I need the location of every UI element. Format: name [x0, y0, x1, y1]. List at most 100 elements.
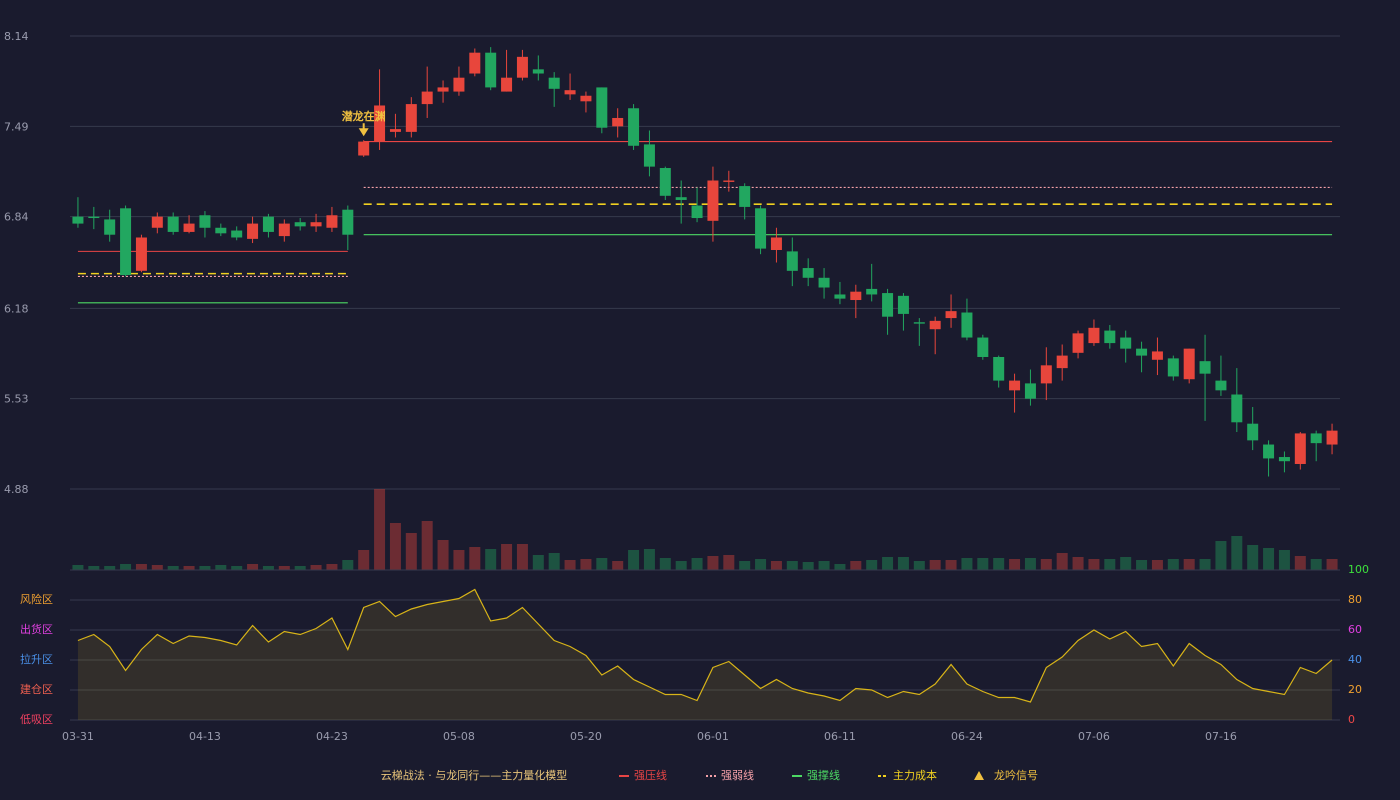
candle-body	[1088, 327, 1100, 344]
y-tick-label: 80	[1348, 593, 1362, 606]
volume-bar	[1120, 557, 1132, 570]
y-tick-label: 6.18	[4, 302, 29, 315]
candle-body	[215, 227, 227, 234]
legend-swatch	[974, 771, 984, 780]
x-tick-label: 04-13	[189, 730, 221, 743]
volume-bar	[897, 557, 909, 570]
volume-bar	[913, 561, 925, 570]
candle-body	[1183, 348, 1195, 380]
legend-label: 主力成本	[893, 768, 937, 782]
x-tick-label: 06-01	[697, 730, 729, 743]
candle-body	[1072, 333, 1084, 353]
volume-bar	[120, 564, 132, 570]
signal-label: 潜龙在渊	[342, 109, 386, 123]
volume-bar	[882, 557, 894, 570]
candle-body	[755, 208, 767, 249]
candle-body	[929, 320, 941, 330]
candle-body	[596, 87, 608, 128]
candle-body	[516, 56, 528, 78]
candle-body	[1104, 330, 1116, 344]
candle-body	[326, 215, 338, 228]
volume-bar	[564, 560, 576, 570]
candle-body	[294, 222, 306, 227]
legend-label: 强压线	[634, 768, 667, 782]
volume-bar	[1072, 557, 1084, 570]
zone-label: 低吸区	[20, 713, 53, 726]
candle-body	[961, 312, 973, 338]
candle-body	[691, 205, 703, 219]
x-tick-label: 06-24	[951, 730, 983, 743]
x-tick-label: 06-11	[824, 730, 856, 743]
volume-bar	[389, 523, 401, 570]
volume-bar	[961, 558, 973, 570]
volume-bar	[628, 550, 640, 570]
volume-bar	[1009, 559, 1021, 570]
volume-bar	[1104, 559, 1116, 570]
candle-body	[247, 223, 259, 239]
y-tick-label: 40	[1348, 653, 1362, 666]
volume-bar	[580, 559, 592, 570]
y-tick-label: 100	[1348, 563, 1369, 576]
volume-bar	[516, 544, 528, 570]
volume-bar	[1088, 559, 1100, 570]
volume-bar	[247, 564, 259, 570]
volume-bar	[1215, 541, 1227, 570]
volume-bar	[548, 553, 560, 570]
volume-bar	[294, 566, 306, 570]
candle-body	[1024, 383, 1036, 399]
volume-bar	[167, 566, 179, 570]
y-tick-label: 8.14	[4, 30, 29, 43]
volume-bar	[723, 555, 735, 570]
candle-body	[580, 95, 592, 102]
zone-label: 建仓区	[20, 682, 53, 696]
volume-bar	[231, 566, 243, 570]
legend-title: 云梯战法 · 与龙同行——主力量化模型	[381, 768, 568, 782]
volume-bar	[1247, 545, 1259, 570]
candle-body	[1167, 358, 1179, 377]
volume-bar	[104, 566, 116, 570]
volume-bar	[532, 555, 544, 570]
candle-body	[802, 268, 814, 278]
candle-body	[548, 77, 560, 89]
volume-bar	[501, 544, 513, 570]
x-tick-label: 05-08	[443, 730, 475, 743]
volume-bar	[739, 561, 751, 570]
volume-bar	[993, 558, 1005, 570]
candle-body	[1278, 457, 1290, 462]
volume-bar	[72, 565, 84, 570]
indicator-line	[77, 588, 1333, 703]
candle-body	[167, 216, 179, 232]
volume-bar	[707, 556, 719, 570]
y-tick-label: 6.84	[4, 211, 29, 224]
candle-body	[1151, 351, 1163, 360]
x-tick-label: 07-06	[1078, 730, 1110, 743]
volume-bar	[88, 566, 100, 570]
candle-body	[1056, 355, 1068, 369]
candle-body	[1136, 348, 1148, 356]
candle-body	[374, 105, 386, 142]
candle-body	[612, 117, 624, 127]
x-tick-label: 03-31	[62, 730, 94, 743]
volume-bar	[675, 561, 687, 570]
candle-body	[643, 144, 655, 167]
volume-bar	[866, 560, 878, 570]
volume-bar	[1024, 558, 1036, 570]
candle-body	[818, 277, 830, 288]
candle-body	[913, 322, 925, 324]
volume-bar	[183, 566, 195, 570]
x-tick-label: 07-16	[1205, 730, 1237, 743]
candle-body	[469, 52, 481, 74]
candle-body	[707, 180, 719, 221]
volume-bar	[199, 566, 211, 570]
volume-bar	[485, 549, 497, 570]
candle-body	[945, 311, 957, 319]
volume-bar	[278, 566, 290, 570]
candle-body	[1294, 433, 1306, 464]
volume-bar	[1199, 559, 1211, 570]
volume-bar	[421, 521, 433, 570]
volume-bar	[135, 564, 147, 570]
candle-body	[897, 295, 909, 314]
candle-body	[278, 223, 290, 237]
y-tick-label: 60	[1348, 623, 1362, 636]
y-tick-label: 0	[1348, 713, 1355, 726]
